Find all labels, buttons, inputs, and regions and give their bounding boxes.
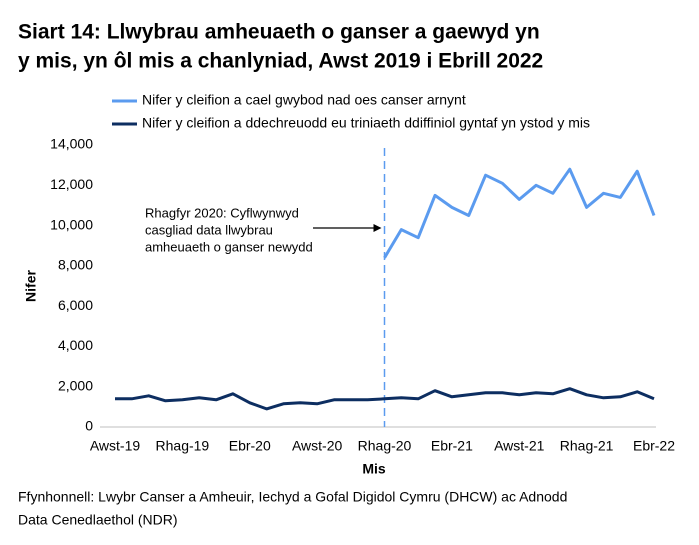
x-tick-label: Ebr-21 xyxy=(431,438,473,454)
x-tick-label: Rhag-19 xyxy=(156,438,210,454)
y-tick-label: 6,000 xyxy=(58,297,93,313)
source: Ffynhonnell: Lwybr Canser a Amheuir, Iec… xyxy=(18,489,567,505)
y-tick-label: 0 xyxy=(85,418,93,434)
annotation-text: amheuaeth o ganser newydd xyxy=(145,239,313,254)
x-tick-label: Ebr-20 xyxy=(229,438,271,454)
x-tick-label: Awst-21 xyxy=(494,438,545,454)
chart-title: y mis, yn ôl mis a chanlyniad, Awst 2019… xyxy=(18,50,543,73)
annotation-arrowhead xyxy=(373,224,382,232)
x-tick-label: Awst-19 xyxy=(90,438,141,454)
y-axis-label: Nifer xyxy=(23,270,39,302)
y-tick-label: 8,000 xyxy=(58,257,93,273)
series-line xyxy=(115,387,655,411)
chart-title: Siart 14: Llwybrau amheuaeth o ganser a … xyxy=(18,21,540,44)
x-axis-label: Mis xyxy=(362,461,386,477)
x-tick-label: Rhag-21 xyxy=(560,438,614,454)
legend-label: Nifer y cleifion a ddechreuodd eu trinia… xyxy=(142,115,590,131)
y-tick-label: 14,000 xyxy=(50,136,93,152)
y-tick-label: 2,000 xyxy=(58,377,93,393)
y-tick-label: 12,000 xyxy=(50,176,93,192)
legend-label: Nifer y cleifion a cael gwybod nad oes c… xyxy=(142,92,466,108)
annotation-text: Rhagfyr 2020: Cyflwynwyd xyxy=(145,205,299,220)
x-tick-label: Rhag-20 xyxy=(358,438,412,454)
annotation-text: casgliad data llwybrau xyxy=(145,222,273,237)
series-line xyxy=(383,167,656,259)
y-tick-label: 4,000 xyxy=(58,337,93,353)
source: Data Cenedlaethol (NDR) xyxy=(18,512,178,528)
y-tick-label: 10,000 xyxy=(50,216,93,232)
x-tick-label: Ebr-22 xyxy=(633,438,675,454)
x-tick-label: Awst-20 xyxy=(292,438,343,454)
